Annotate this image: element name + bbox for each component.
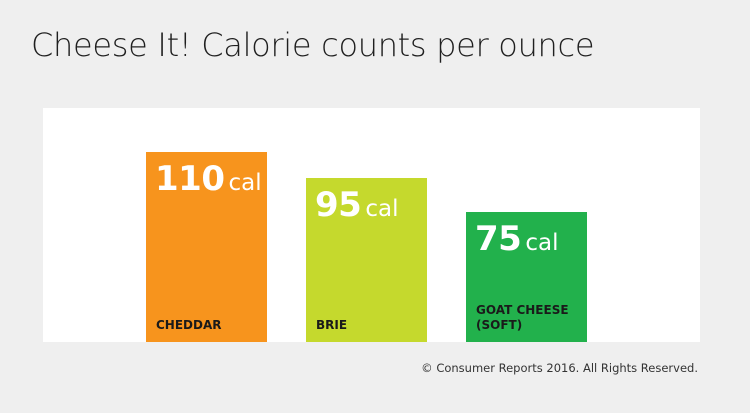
data-label-value: 95 xyxy=(315,185,362,225)
category-label: GOAT CHEESE (SOFT) xyxy=(476,303,569,332)
data-label: 75 cal xyxy=(475,222,558,256)
bar-cheddar: 110 cal CHEDDAR xyxy=(146,152,267,342)
page-title: Cheese It! Calorie counts per ounce xyxy=(31,26,595,64)
data-label: 95 cal xyxy=(315,188,398,222)
data-label-value: 110 xyxy=(155,159,225,199)
copyright-notice: © Consumer Reports 2016. All Rights Rese… xyxy=(421,361,698,375)
category-label: CHEDDAR xyxy=(156,318,222,332)
bar-goat-cheese-soft: 75 cal GOAT CHEESE (SOFT) xyxy=(466,212,587,342)
data-label-unit: cal xyxy=(525,230,559,256)
data-label-value: 75 xyxy=(475,219,522,259)
bar-brie: 95 cal BRIE xyxy=(306,178,427,342)
chart-panel: 110 cal CHEDDAR 95 cal BRIE 75 cal GOAT CHEESE (… xyxy=(43,108,700,342)
category-label: BRIE xyxy=(316,318,348,332)
data-label-unit: cal xyxy=(365,196,399,222)
data-label: 110 cal xyxy=(155,162,262,196)
data-label-unit: cal xyxy=(228,170,262,196)
